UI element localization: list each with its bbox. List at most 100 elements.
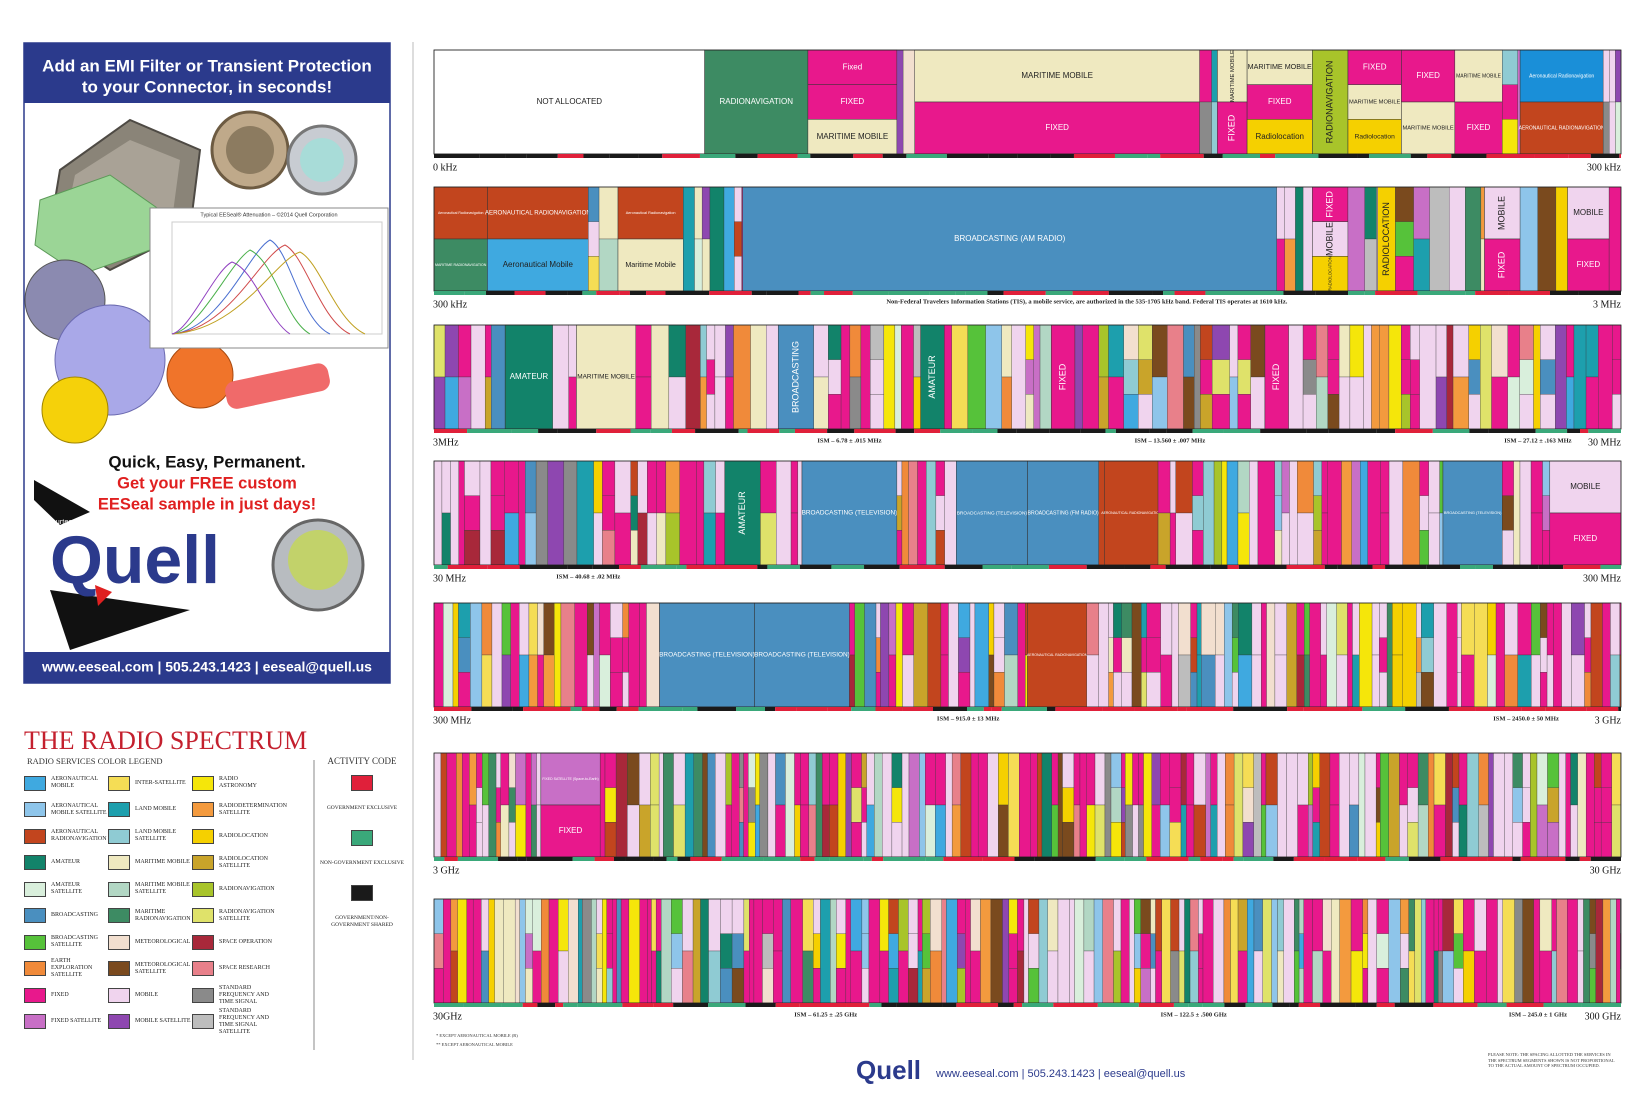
activity-strip	[1287, 707, 1304, 711]
allocation-stripe	[898, 950, 909, 1004]
allocation-stripe	[861, 968, 870, 1004]
legend-label: Standard Frequency and Time Signal Satel…	[219, 1007, 269, 1035]
activity-strip	[1283, 291, 1316, 295]
allocation-stripe	[1229, 324, 1239, 378]
allocation-stripe	[808, 752, 817, 806]
allocation-block	[1442, 460, 1503, 566]
activity-strip	[1097, 1003, 1139, 1007]
activity-strip	[1580, 429, 1589, 433]
activity-strip	[757, 565, 768, 569]
allocation-stripe	[1367, 460, 1381, 566]
allocation-stripe	[616, 898, 622, 1004]
activity-strip	[1262, 707, 1288, 711]
activity-strip	[871, 857, 884, 861]
allocation-stripe	[720, 968, 733, 1004]
activity-strip	[831, 565, 865, 569]
activity-strip	[1376, 429, 1396, 433]
ad-headline: Add an EMI Filter or Transient Protectio…	[42, 56, 372, 75]
allocation-stripe	[1446, 324, 1454, 430]
activity-strip	[523, 707, 571, 711]
activity-strip	[1114, 154, 1148, 158]
allocation-stripe	[731, 968, 745, 1004]
allocation-stripe	[1566, 376, 1575, 430]
allocation-stripe	[656, 460, 667, 514]
activity-strip	[895, 429, 915, 433]
allocation-stripe	[908, 898, 919, 934]
allocation-stripe	[840, 324, 851, 430]
allocation-stripe	[762, 933, 774, 969]
activity-strip	[1289, 1003, 1299, 1007]
activity-strip	[1072, 291, 1109, 295]
allocation-stripe	[650, 752, 660, 806]
allocation-stripe	[599, 654, 611, 708]
legend-label: Amateur Satellite	[51, 882, 82, 895]
allocation-stripe	[1123, 324, 1139, 360]
activity-strip	[810, 291, 825, 295]
allocation-stripe	[708, 950, 721, 1004]
allocation-stripe	[1433, 602, 1447, 708]
allocation-stripe	[604, 822, 617, 858]
allocation-stripe	[1349, 324, 1364, 378]
allocation-stripe	[1399, 804, 1408, 858]
allocation-stripe	[476, 787, 483, 823]
allocation-label: FIXED	[1363, 62, 1387, 71]
activity-strip	[1303, 707, 1350, 711]
allocation-stripe	[1160, 654, 1173, 708]
allocation-stripe	[661, 898, 672, 1004]
allocation-stripe	[1453, 968, 1464, 1004]
activity-strip	[779, 429, 795, 433]
allocation-stripe	[870, 324, 885, 360]
allocation-stripe	[1213, 898, 1225, 1004]
allocation-stripe	[1595, 898, 1604, 1004]
activity-strip	[983, 707, 992, 711]
activity-strip	[583, 154, 610, 158]
allocation-stripe	[794, 752, 801, 806]
band-start-label: 3 GHz	[433, 865, 460, 876]
legend-swatch	[24, 855, 46, 870]
allocation-stripe	[548, 898, 559, 1004]
legend-label: Land Mobile Satellite	[135, 829, 177, 842]
activity-strip	[1222, 154, 1261, 158]
allocation-stripe	[1610, 654, 1620, 708]
allocation-stripe	[440, 752, 448, 858]
legend-item: Earth Exploration Satellite	[24, 958, 108, 980]
allocation-stripe	[1274, 460, 1283, 496]
allocation-block	[742, 186, 1278, 292]
allocation-stripe	[1141, 602, 1147, 638]
activity-strip	[1275, 154, 1319, 158]
allocation-stripe	[1555, 324, 1567, 430]
allocation-stripe	[1522, 898, 1534, 1004]
allocation-stripe	[743, 752, 749, 858]
graph-title: Typical EESeal® Attenuation – ©2014 Quel…	[200, 211, 337, 218]
allocation-stripe	[490, 460, 505, 496]
allocation-stripe	[1192, 495, 1204, 531]
band-start-label: 3MHz	[433, 437, 459, 448]
allocation-stripe	[1113, 637, 1122, 673]
allocation-stripe	[646, 602, 660, 708]
allocation-stripe	[1186, 752, 1195, 806]
activity-strip	[501, 1003, 523, 1007]
allocation-stripe	[1416, 637, 1422, 673]
activity-strip	[1186, 707, 1234, 711]
allocation-stripe	[1039, 324, 1052, 430]
allocation-stripe	[1480, 238, 1485, 292]
allocation-block	[1027, 460, 1099, 566]
allocation-stripe	[1395, 256, 1414, 292]
allocation-stripe	[1281, 512, 1290, 566]
activity-strip	[629, 291, 647, 295]
allocation-stripe	[849, 376, 862, 430]
allocation-stripe	[1225, 752, 1235, 806]
allocation-stripe	[882, 752, 893, 858]
allocation-stripe	[1125, 752, 1133, 806]
activity-strip	[794, 429, 828, 433]
activity-strip	[1160, 154, 1204, 158]
activity-strip	[1245, 1003, 1273, 1007]
legend-swatch	[108, 802, 130, 817]
legend-swatch	[24, 881, 46, 897]
activity-strip	[434, 429, 468, 433]
allocation-stripe	[1362, 898, 1369, 934]
legend-item: Amateur Satellite	[24, 878, 108, 900]
allocation-stripe	[588, 186, 600, 222]
allocation-stripe	[1190, 672, 1198, 708]
allocation-stripe	[514, 898, 520, 1004]
